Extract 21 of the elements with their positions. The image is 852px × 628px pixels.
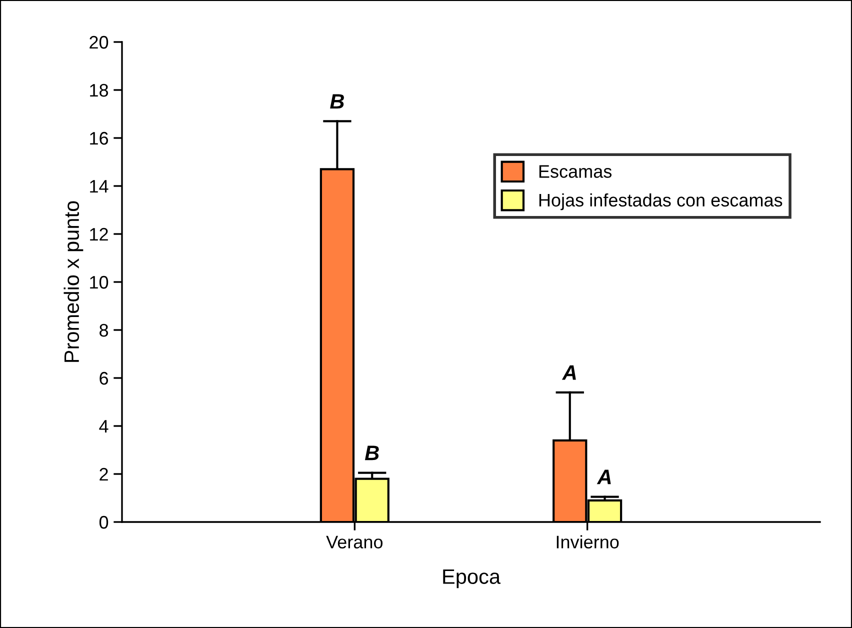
y-tick-label: 14 [90, 180, 108, 193]
y-tick-label: 16 [90, 132, 108, 145]
data-label: B [330, 94, 344, 109]
y-tick-label: 18 [90, 84, 108, 97]
y-tick-label: 20 [90, 36, 108, 49]
legend-label: Escamas [539, 165, 612, 178]
y-tick-label: 8 [100, 324, 108, 337]
x-axis-title: Epoca [443, 569, 501, 588]
y-tick-label: 12 [90, 228, 108, 241]
data-label: A [596, 470, 611, 484]
x-tick-label: Verano [326, 536, 383, 548]
data-label: A [562, 365, 576, 380]
y-tick-label: 0 [99, 516, 108, 529]
data-label: B [364, 446, 379, 460]
y-tick-label: 4 [99, 420, 108, 433]
y-axis-title: Promedio x punto [64, 201, 84, 362]
y-tick-label: 2 [100, 468, 108, 481]
x-tick-label: Invierno [556, 535, 619, 548]
legend-label: Hojas infestadas con escamas [539, 193, 782, 210]
y-tick-label: 6 [100, 372, 108, 385]
y-tick-label: 10 [90, 276, 108, 289]
